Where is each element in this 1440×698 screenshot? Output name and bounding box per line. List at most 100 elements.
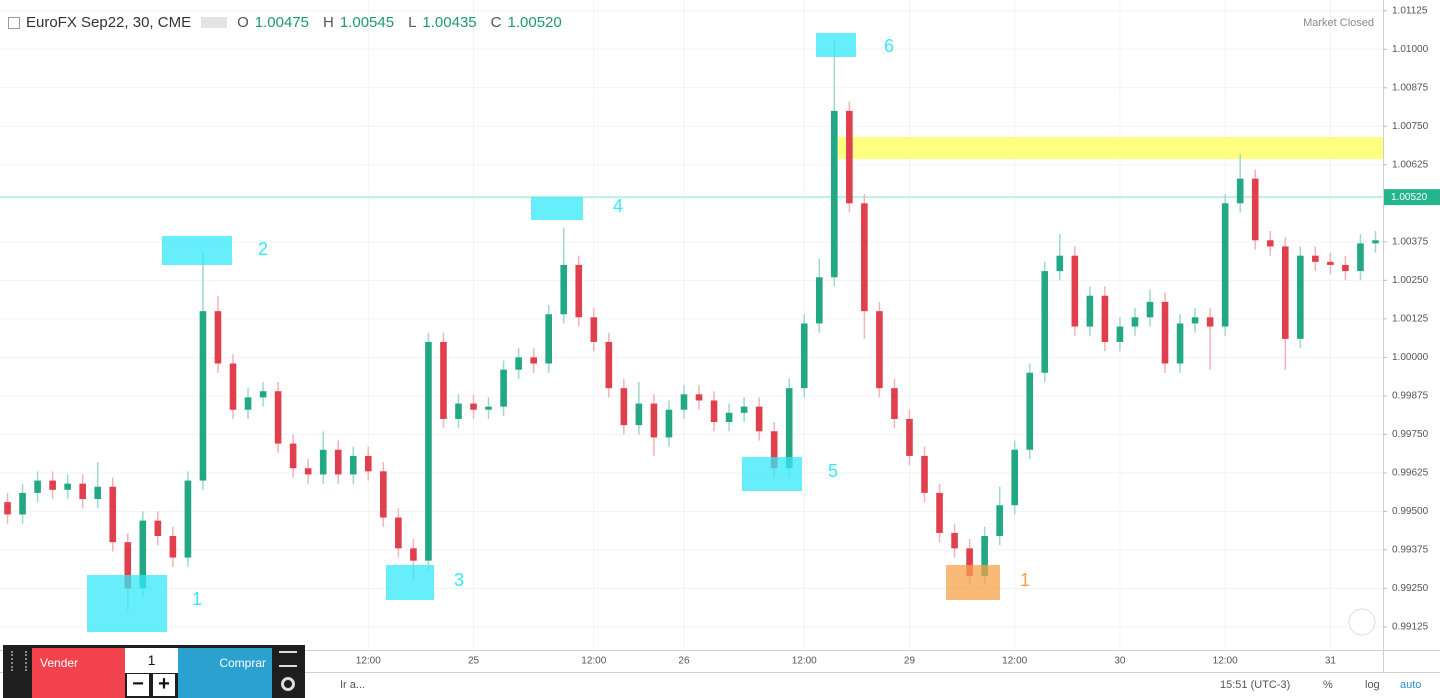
candle-body bbox=[1101, 295, 1109, 342]
candle-body bbox=[259, 391, 267, 398]
candle-body bbox=[4, 502, 11, 515]
menu-button[interactable] bbox=[279, 651, 297, 667]
candle-body bbox=[304, 468, 312, 475]
candle-body bbox=[49, 480, 56, 490]
plot-background bbox=[0, 0, 1383, 650]
candle-body bbox=[815, 277, 823, 324]
candle-body bbox=[199, 311, 207, 481]
trade-panel: Vender 1 − + Comprar bbox=[3, 645, 305, 698]
candle-body bbox=[1206, 317, 1214, 327]
candle-body bbox=[906, 418, 913, 456]
ohlc-value: 1.00435 bbox=[422, 14, 477, 31]
goto[interactable]: Ir a... bbox=[340, 679, 366, 691]
candle-body bbox=[289, 443, 297, 469]
candle-body bbox=[1236, 178, 1244, 204]
candle-body bbox=[876, 311, 883, 389]
candle-body bbox=[1342, 264, 1349, 272]
candle-body bbox=[425, 341, 432, 561]
buy-button[interactable]: Comprar bbox=[178, 648, 272, 698]
icons[interactable] bbox=[201, 17, 228, 28]
drag-handle[interactable] bbox=[11, 651, 27, 671]
auto-toggle[interactable]: auto bbox=[1400, 679, 1422, 691]
bottom-bar: Ir a... 15:51 (UTC-3) % log auto bbox=[305, 672, 1440, 698]
plus-button[interactable]: + bbox=[153, 674, 175, 696]
candle-body bbox=[1146, 301, 1154, 318]
annotation-box bbox=[386, 565, 434, 600]
y-tick-label: 1.00750 bbox=[1392, 121, 1429, 132]
annotation-label: 6 bbox=[884, 36, 894, 56]
minus-button[interactable]: − bbox=[127, 674, 149, 696]
candle-body bbox=[124, 542, 132, 589]
y-tick-label: 0.99125 bbox=[1392, 622, 1429, 633]
last-price-tag bbox=[1384, 189, 1440, 206]
candle-body bbox=[334, 449, 342, 475]
log-toggle[interactable]: log bbox=[1365, 679, 1380, 691]
candle-body bbox=[319, 449, 327, 475]
candle-body bbox=[575, 264, 583, 318]
candle-body bbox=[380, 471, 387, 518]
y-tick-label: 1.00875 bbox=[1392, 82, 1429, 93]
ohlc-value: 1.00520 bbox=[507, 14, 562, 31]
chart-header: EuroFX Sep22, 30, CME O 1.00475 H 1.00545 … bbox=[8, 14, 562, 31]
candle-body bbox=[635, 403, 643, 426]
candle-body bbox=[1041, 271, 1049, 373]
y-tick-label: 1.00625 bbox=[1392, 159, 1429, 170]
candle-body bbox=[515, 357, 522, 370]
candle-body bbox=[650, 403, 658, 438]
candle-body bbox=[800, 323, 808, 389]
candle-body bbox=[951, 532, 958, 549]
candle-body bbox=[996, 505, 1003, 537]
candle-body bbox=[214, 311, 222, 364]
candle-body bbox=[64, 483, 71, 490]
candle-body bbox=[755, 406, 763, 432]
x-tick-label: 12:00 bbox=[792, 656, 817, 667]
candle-body bbox=[966, 548, 973, 577]
y-tick-label: 1.01000 bbox=[1392, 44, 1429, 55]
candle-body bbox=[79, 483, 86, 500]
candle-body bbox=[891, 388, 898, 419]
chart-title: EuroFX Sep22, 30, CME bbox=[26, 14, 192, 31]
candle-body bbox=[1221, 203, 1229, 327]
settings-button[interactable] bbox=[281, 677, 295, 691]
annotation-label: 1 bbox=[1020, 570, 1030, 590]
x-tick-label: 31 bbox=[1325, 656, 1337, 667]
x-tick-label: 26 bbox=[678, 656, 690, 667]
candle-body bbox=[1266, 240, 1274, 247]
candle-body bbox=[590, 317, 598, 342]
candle-body bbox=[620, 388, 628, 426]
scroll-button[interactable] bbox=[1348, 608, 1376, 636]
buy-label: Comprar bbox=[219, 656, 266, 670]
sell-label: Vender bbox=[40, 656, 79, 670]
candle-body bbox=[921, 455, 928, 493]
candle-body bbox=[1011, 449, 1019, 506]
ohlc-key: H bbox=[323, 14, 334, 31]
candle-body bbox=[154, 520, 162, 537]
percent-toggle[interactable]: % bbox=[1323, 679, 1333, 691]
x-tick-label: 12:00 bbox=[1002, 656, 1027, 667]
candle-body bbox=[1372, 240, 1379, 244]
candle-body bbox=[785, 388, 793, 469]
annotation-box bbox=[87, 575, 167, 632]
candle-body bbox=[1176, 323, 1184, 364]
candle-body bbox=[349, 455, 357, 475]
collapse-icon[interactable] bbox=[8, 16, 20, 29]
candle-body bbox=[530, 357, 537, 364]
ohlc-key: L bbox=[408, 14, 417, 31]
x-tick-label: 25 bbox=[468, 656, 480, 667]
candle-body bbox=[1251, 178, 1259, 241]
y-tick-label: 1.00000 bbox=[1392, 352, 1429, 363]
sell-button[interactable]: Vender bbox=[32, 648, 125, 698]
candle-body bbox=[831, 110, 838, 278]
candle-body bbox=[710, 400, 718, 423]
candle-body bbox=[1161, 301, 1169, 364]
annotation-box bbox=[531, 197, 583, 220]
quantity[interactable]: 1 bbox=[125, 648, 178, 673]
candle-body bbox=[846, 110, 853, 204]
candle-body bbox=[440, 341, 447, 419]
candle-body bbox=[1312, 255, 1319, 262]
candle-body bbox=[94, 486, 102, 500]
annotation-label: 2 bbox=[258, 239, 268, 259]
annotation-box bbox=[742, 457, 802, 491]
